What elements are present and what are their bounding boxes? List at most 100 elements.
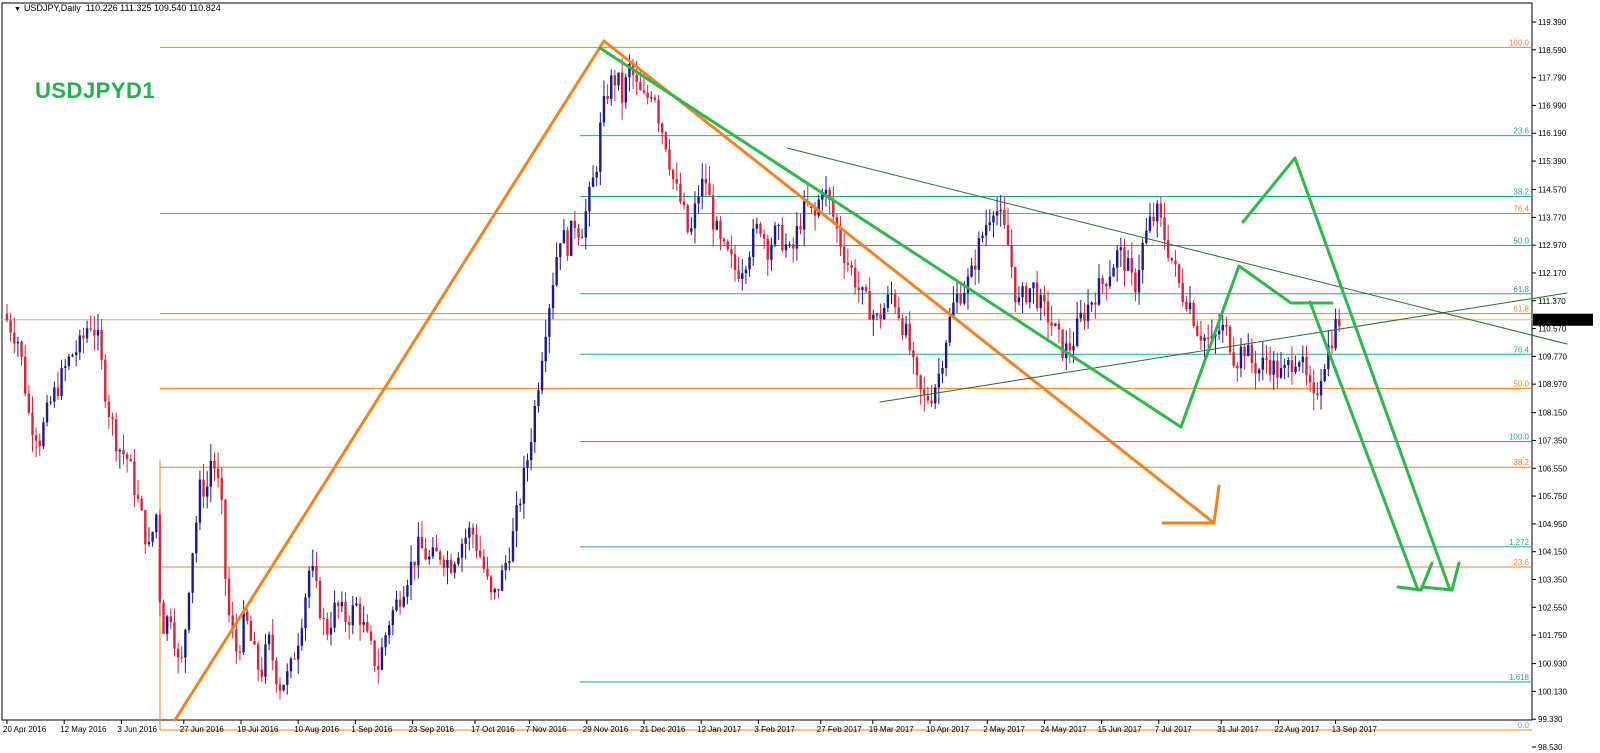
candle-body [1130,258,1133,273]
y-tick-label-20: 103.350 [1538,575,1567,584]
candle-body [220,477,223,500]
candle-body [697,196,700,204]
candle-body [1225,324,1228,327]
candle-body [766,238,769,260]
candle-body [529,442,533,461]
candle-body [759,223,762,235]
candle-body [748,256,751,270]
candle-body [173,622,176,649]
x-tick-label-4: 19 Jul 2016 [237,725,279,734]
candle-body [1319,381,1323,396]
candle-body [1283,365,1286,369]
candle-body [515,505,518,532]
candle-body [395,599,398,611]
candle-body [111,417,114,420]
candle-body [446,559,449,568]
candle-body [893,293,897,308]
candle-body [817,199,820,216]
candle-body [715,220,718,230]
y-tick-label-8: 112.970 [1538,241,1567,250]
candle-body [27,393,31,413]
y-tick-label-15: 107.350 [1538,436,1567,445]
candle-body [1298,362,1301,367]
orange-arrow-head [1161,484,1221,525]
candle-body [1236,365,1239,369]
fib-orange-label-2: 61.8 [1513,305,1529,314]
candle-body [1316,393,1319,396]
candle-body [1174,260,1177,265]
candle-body [555,257,558,286]
candle-body [1188,302,1192,310]
candle-body [562,230,566,244]
candle-body [311,566,314,571]
candle-body [1247,344,1250,357]
candle-body [970,265,973,277]
candle-body [1156,203,1159,222]
candle-body [1166,240,1170,258]
candle-body [646,92,649,98]
y-tick-label-10: 111.370 [1538,297,1566,306]
candle-body [1025,286,1028,303]
x-tick-label-13: 3 Feb 2017 [754,725,795,734]
triangle-upper-line [786,147,1568,345]
fib-teal-label-7: 1.618 [1509,673,1530,682]
candle-body [533,405,536,443]
candle-body [31,412,34,436]
candle-body [580,237,584,239]
candle-body [511,531,515,562]
candle-body [1101,278,1104,284]
x-tick-label-9: 7 Nov 2016 [526,725,567,734]
candle-body [821,193,824,200]
candle-body [460,543,464,558]
candle-body [438,551,442,560]
candle-body [1141,242,1144,271]
candle-body [16,341,20,344]
candle-body [1137,270,1141,293]
green-projection-down [1241,156,1452,592]
candle-body [264,644,267,677]
candle-body [486,568,489,577]
candle-body [824,189,828,194]
orange-projection-down [602,39,1216,525]
candle-body [431,547,435,557]
y-tick-label-4: 116.190 [1538,129,1567,138]
candle-body [169,616,172,623]
candle-body [231,615,234,630]
candle-body [165,616,169,634]
candle-body [369,631,373,641]
candle-body [1294,366,1297,372]
candle-body [693,203,697,229]
candle-body [417,536,420,566]
candle-body [650,97,653,99]
candle-body [675,179,678,184]
candle-body [741,273,744,279]
candle-body [857,287,860,291]
candle-body [944,342,948,368]
y-tick-label-13: 108.970 [1538,380,1567,389]
candle-body [500,570,504,591]
caret-down-icon: ▼ [14,6,21,13]
candle-body [802,201,806,230]
candle-body [1010,245,1013,267]
candle-body [752,228,755,257]
candle-body [522,467,526,504]
chart-watermark-title: USDJPYD1 [35,78,156,103]
x-tick-label-23: 13 Sep 2017 [1332,725,1378,734]
candle-body [577,228,580,238]
fib-orange-label-6: 0.0 [1518,721,1530,730]
x-tick-label-5: 10 Aug 2016 [294,725,339,734]
candle-body [468,527,471,538]
candle-body [67,356,71,367]
candle-body [934,387,937,404]
ohlc-values: 110.226 111.325 109.540 110.824 [85,3,221,13]
candle-body [843,246,846,263]
candle-body [853,267,857,288]
candle-body [610,75,613,100]
candle-body [1145,230,1148,243]
candle-body [719,220,722,239]
candle-body [45,402,49,423]
candle-body [1207,337,1210,340]
candle-body [24,356,27,394]
candle-body [398,599,402,607]
